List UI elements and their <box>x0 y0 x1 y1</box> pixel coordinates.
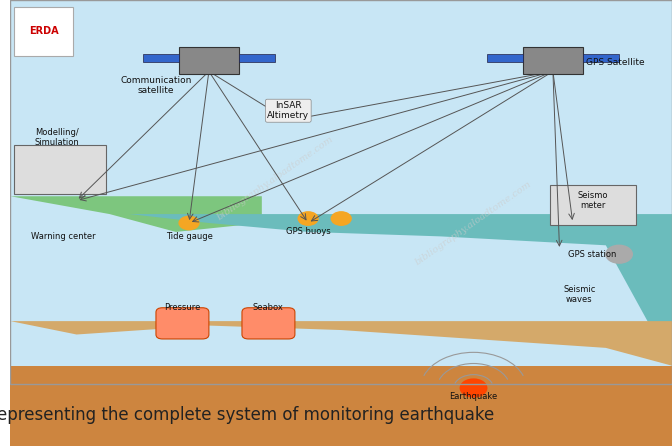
Circle shape <box>331 212 351 225</box>
Text: InSAR
Altimetry: InSAR Altimetry <box>267 101 309 120</box>
Text: Communication
satellite: Communication satellite <box>120 76 192 95</box>
Text: Pressure: Pressure <box>164 303 201 312</box>
Circle shape <box>606 245 632 263</box>
FancyBboxPatch shape <box>242 308 295 339</box>
Circle shape <box>298 212 318 225</box>
FancyBboxPatch shape <box>239 54 275 62</box>
Text: GPS Satellite: GPS Satellite <box>586 58 644 67</box>
Text: Warning center: Warning center <box>31 232 95 241</box>
Text: epresenting the complete system of monitoring earthquake: epresenting the complete system of monit… <box>0 406 495 424</box>
Text: bibliography.aloadtome.com: bibliography.aloadtome.com <box>414 179 534 267</box>
Text: ERDA: ERDA <box>29 26 58 36</box>
FancyBboxPatch shape <box>11 366 672 446</box>
Polygon shape <box>11 321 672 366</box>
Text: Earthquake: Earthquake <box>450 392 498 401</box>
FancyBboxPatch shape <box>487 54 523 62</box>
FancyBboxPatch shape <box>13 7 73 56</box>
Text: Seismo
meter: Seismo meter <box>577 191 608 211</box>
Text: Seabox: Seabox <box>253 303 284 312</box>
FancyBboxPatch shape <box>583 54 619 62</box>
Circle shape <box>179 216 199 230</box>
FancyBboxPatch shape <box>523 47 583 74</box>
Text: Modelling/
Simulation: Modelling/ Simulation <box>34 128 79 147</box>
Text: bibliography.aloadtome.com: bibliography.aloadtome.com <box>215 135 335 222</box>
Circle shape <box>460 379 487 397</box>
Polygon shape <box>130 214 672 366</box>
FancyBboxPatch shape <box>550 185 636 225</box>
Text: GPS station: GPS station <box>569 250 617 259</box>
Text: GPS buoys: GPS buoys <box>286 227 331 236</box>
FancyBboxPatch shape <box>142 54 179 62</box>
FancyBboxPatch shape <box>179 47 239 74</box>
Text: Seismic
waves: Seismic waves <box>563 285 595 304</box>
Text: Tide gauge: Tide gauge <box>165 232 212 241</box>
Polygon shape <box>11 196 262 366</box>
FancyBboxPatch shape <box>13 145 106 194</box>
FancyBboxPatch shape <box>156 308 209 339</box>
FancyBboxPatch shape <box>11 0 672 366</box>
